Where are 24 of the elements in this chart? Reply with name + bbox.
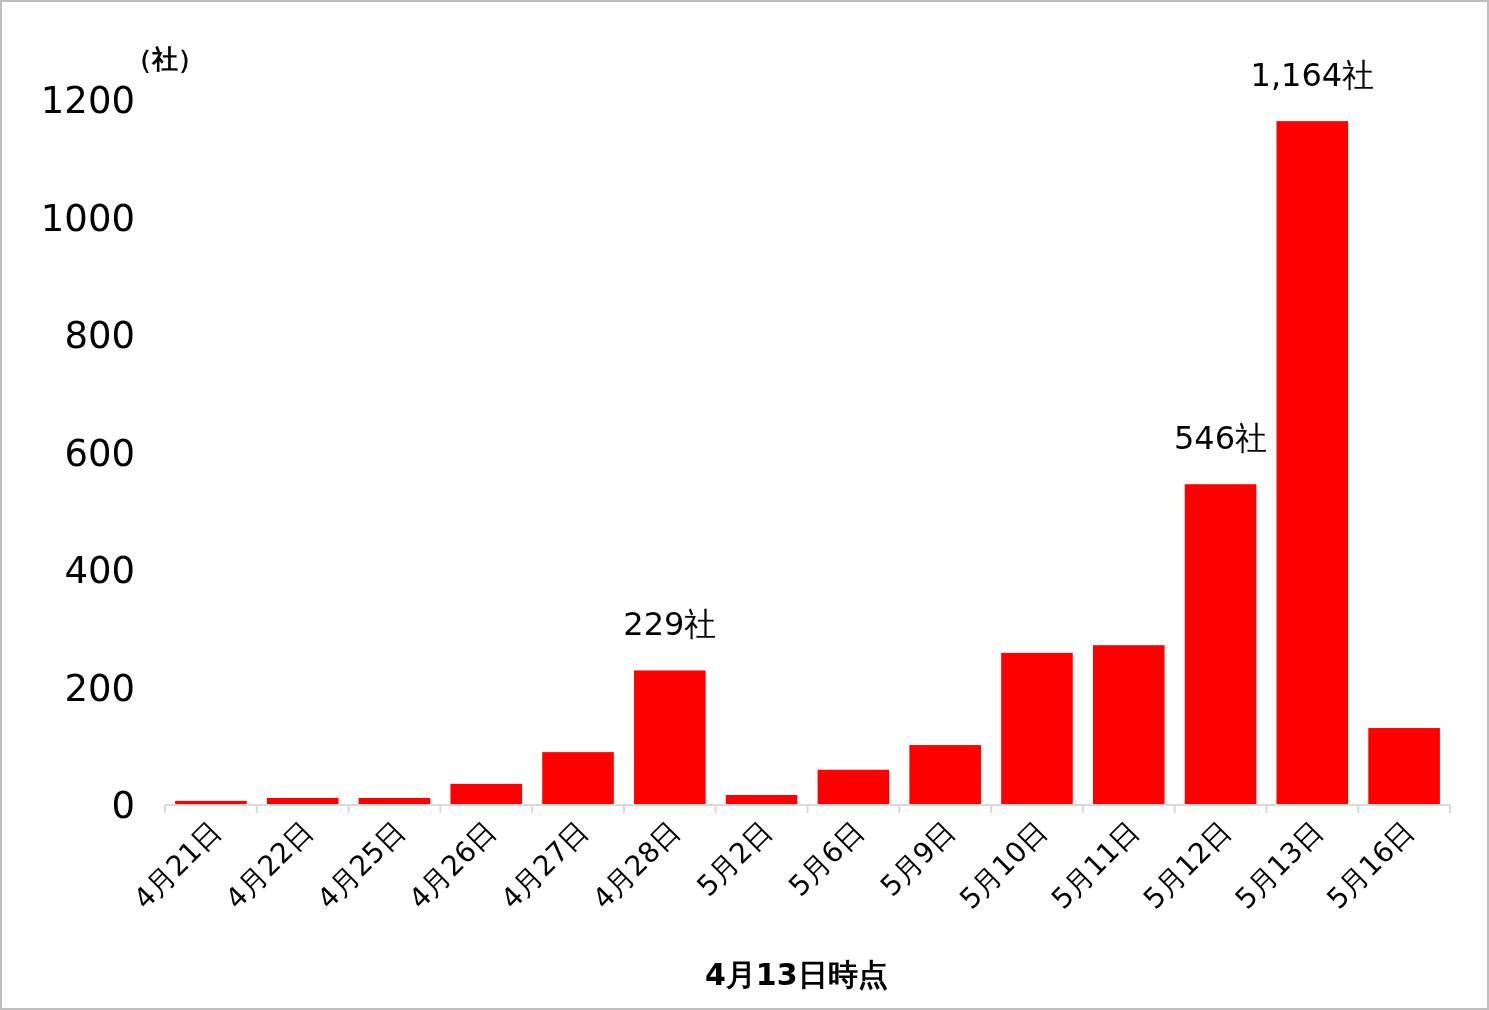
x-tick-label: 5月6日 [782,814,871,903]
y-tick-label: 200 [64,666,135,710]
bar [1276,121,1349,805]
data-label: 1,164社 [1250,56,1375,95]
y-tick-label: 1200 [40,79,135,122]
bar [909,745,981,805]
bar [542,752,614,805]
y-tick-label: 1000 [40,196,135,240]
bar [1092,645,1165,805]
data-label: 229社 [623,605,717,644]
bar [1184,484,1257,805]
bar [1001,652,1073,805]
x-tick-label: 5月2日 [690,814,779,903]
y-axis-title: （社） [126,44,204,74]
y-tick-label: 600 [64,431,135,475]
bar [817,769,890,805]
y-tick-label: 0 [111,784,135,827]
bar [450,783,523,805]
data-label: 546社 [1174,419,1268,458]
y-tick-label: 800 [64,314,135,357]
text: 4月13日時点 [705,957,888,992]
y-tick-label: 400 [64,549,135,592]
bar [634,670,706,805]
bar [1368,728,1440,805]
